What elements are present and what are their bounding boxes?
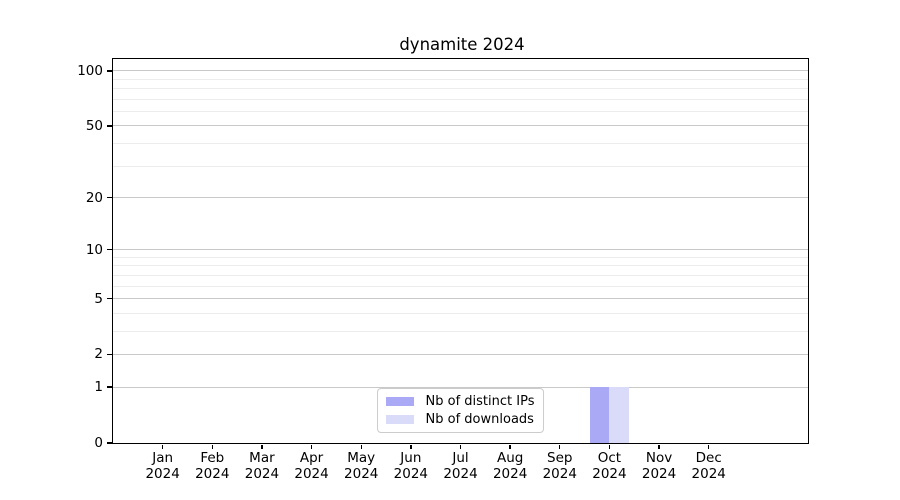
x-tick-label: Aug 2024 <box>475 450 545 482</box>
legend-label-downloads: Nb of downloads <box>425 412 534 427</box>
y-tick-label: 100 <box>77 62 103 79</box>
x-tick-mark <box>310 444 313 449</box>
x-tick-mark <box>658 444 660 449</box>
y-gridline-minor <box>113 143 808 145</box>
y-gridline-major <box>113 386 808 388</box>
x-tick-year: 2024 <box>542 466 577 482</box>
y-gridline-major <box>113 125 808 127</box>
y-gridline-minor <box>113 312 808 314</box>
y-gridline-minor <box>113 78 808 80</box>
x-tick-mark <box>608 444 611 449</box>
x-tick-month: Dec <box>695 450 722 466</box>
y-tick-label: 20 <box>85 189 103 206</box>
y-gridline-major <box>113 298 808 300</box>
x-tick-year: 2024 <box>592 466 627 482</box>
y-tick-mark <box>107 196 112 199</box>
y-tick-mark <box>107 125 112 127</box>
bar-nb-of-distinct-ips <box>589 387 610 443</box>
axis-layer: 0 1 2 5 10 20 50 100 Jan 2024 Feb 2024 Mar 2024 Apr 202… <box>77 59 808 482</box>
y-gridline-major <box>113 70 808 72</box>
x-tick-mark <box>459 444 462 449</box>
y-gridline-minor <box>113 111 808 113</box>
y-gridline-major <box>113 249 808 251</box>
y-gridline-minor <box>113 265 808 267</box>
x-tick-mark <box>161 444 164 449</box>
chart-title: dynamite 2024 <box>399 35 525 54</box>
x-tick-mark <box>360 444 362 449</box>
x-tick-month: Jun <box>400 450 422 466</box>
x-tick-mark <box>708 444 710 449</box>
y-tick-label: 2 <box>94 346 103 363</box>
x-tick-label: Dec 2024 <box>674 450 744 482</box>
x-tick-mark <box>559 444 561 449</box>
y-gridline-minor <box>113 88 808 90</box>
y-tick-mark <box>107 353 112 356</box>
x-tick-month: Mar <box>249 450 275 466</box>
x-tick-month: May <box>347 450 376 466</box>
y-gridline-major <box>113 353 808 355</box>
x-tick-year: 2024 <box>344 466 379 482</box>
x-tick-label: Mar 2024 <box>227 450 297 482</box>
y-tick-label: 10 <box>85 241 103 258</box>
y-tick-mark <box>107 442 112 444</box>
y-tick-label: 0 <box>94 435 103 451</box>
x-tick-mark <box>211 444 213 449</box>
x-tick-month: Nov <box>645 450 673 466</box>
x-tick-year: 2024 <box>145 466 180 482</box>
x-tick-month: Sep <box>547 450 573 466</box>
x-tick-label: Sep 2024 <box>525 450 595 482</box>
legend-swatch-distinct-ips <box>385 396 414 407</box>
y-gridline-minor <box>113 256 808 258</box>
x-tick-year: 2024 <box>393 466 429 482</box>
plot-area: 0 1 2 5 10 20 50 100 Jan 2024 Feb 2024 Mar 2024 Apr 202… <box>77 58 809 482</box>
y-tick-mark <box>107 70 112 72</box>
x-tick-month: Jul <box>452 450 469 466</box>
y-gridline-minor <box>113 330 808 332</box>
y-gridline-minor <box>113 98 808 100</box>
x-tick-mark <box>261 444 263 449</box>
x-tick-label: Oct 2024 <box>574 450 644 482</box>
x-tick-mark <box>509 444 511 449</box>
x-tick-label: Nov 2024 <box>624 450 694 482</box>
y-tick-label: 1 <box>94 379 103 396</box>
y-tick-label: 50 <box>85 117 103 134</box>
x-tick-mark <box>410 444 412 449</box>
x-tick-year: 2024 <box>443 466 478 482</box>
y-tick-mark <box>107 248 112 251</box>
legend-label-distinct-ips: Nb of distinct IPs <box>425 394 535 409</box>
legend-swatch-downloads <box>385 414 414 425</box>
y-gridline-minor <box>113 165 808 167</box>
x-tick-year: 2024 <box>641 466 677 482</box>
x-tick-year: 2024 <box>294 466 329 482</box>
x-tick-label: Feb 2024 <box>177 450 247 482</box>
x-tick-month: Feb <box>200 450 225 466</box>
x-tick-month: Apr <box>299 450 324 466</box>
y-tick-mark <box>107 297 112 300</box>
y-tick-label: 5 <box>94 290 103 307</box>
x-tick-month: Oct <box>597 450 622 466</box>
legend-item-downloads: Nb of downloads <box>385 412 535 427</box>
legend-item-distinct-ips: Nb of distinct IPs <box>385 394 535 409</box>
y-gridline-minor <box>113 285 808 287</box>
y-tick-mark <box>107 386 112 388</box>
x-tick-label: Jun 2024 <box>376 450 446 482</box>
bars-layer <box>113 59 808 443</box>
y-gridline-major <box>113 197 808 198</box>
x-tick-year: 2024 <box>691 466 726 482</box>
x-tick-label: Apr 2024 <box>277 450 347 482</box>
x-tick-year: 2024 <box>195 466 230 482</box>
legend: Nb of distinct IPs Nb of downloads <box>376 388 545 433</box>
x-tick-year: 2024 <box>244 466 280 482</box>
gridlines-layer <box>113 59 808 443</box>
x-tick-month: Jan <box>152 450 174 466</box>
x-tick-label: May 2024 <box>326 450 396 482</box>
x-tick-label: Jan 2024 <box>128 450 198 482</box>
x-tick-year: 2024 <box>492 466 528 482</box>
bar-nb-of-downloads <box>609 387 630 443</box>
y-gridline-minor <box>113 274 808 276</box>
x-tick-month: Aug <box>496 450 524 466</box>
x-tick-label: Jul 2024 <box>426 450 496 482</box>
